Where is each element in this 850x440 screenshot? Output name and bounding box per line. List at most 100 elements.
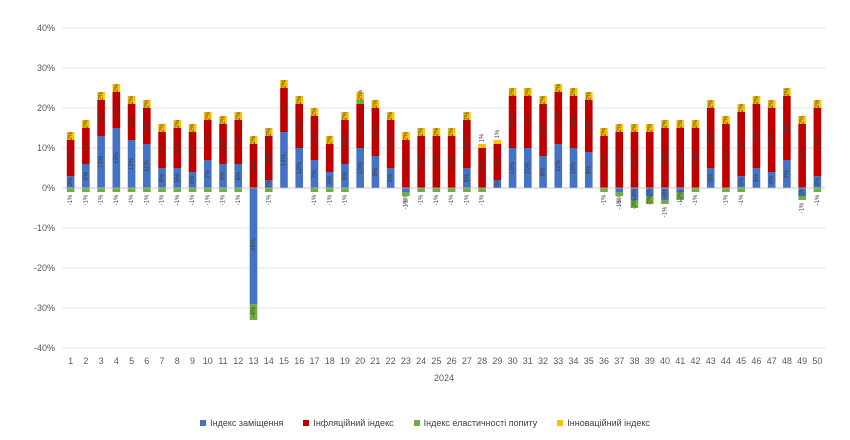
bar-segment: [478, 144, 486, 148]
x-tick-label: 31: [523, 356, 533, 366]
bar-segment: [706, 108, 715, 168]
data-label: 1%: [495, 129, 501, 138]
bar-segment: [615, 124, 624, 132]
legend-label: Інноваційний індекс: [567, 418, 650, 428]
bar-segment: [112, 188, 121, 192]
data-label: 2%: [800, 115, 806, 124]
bar-segment: [569, 88, 578, 96]
bar-segment: [752, 96, 761, 104]
bar-segment: [219, 188, 227, 192]
data-label: 13%: [434, 155, 440, 168]
data-label: 6%: [83, 171, 89, 180]
bar-segment: [280, 88, 288, 132]
data-label: 2%: [68, 131, 74, 140]
data-label: -1%: [144, 194, 150, 205]
bar-segment: [813, 100, 822, 108]
bar-segment: [447, 188, 456, 192]
bar-segment: [280, 132, 288, 188]
data-label: 15%: [678, 151, 684, 164]
data-label: 2%: [190, 123, 196, 132]
bar-segment: [82, 128, 90, 164]
x-tick-label: 50: [812, 356, 822, 366]
bar-segment: [219, 116, 227, 124]
bar-segment: [66, 140, 75, 176]
y-tick-label: 30%: [37, 63, 55, 73]
data-label: 12%: [403, 157, 409, 170]
bar-segment: [249, 136, 258, 144]
x-tick-label: 24: [416, 356, 426, 366]
bar-segment: [402, 140, 410, 188]
bar-segment: [127, 96, 136, 104]
bar-segment: [600, 128, 608, 136]
data-label: 2%: [602, 127, 608, 136]
bar-segment: [524, 148, 532, 188]
data-label: 2%: [769, 99, 775, 108]
data-label: -1%: [403, 194, 409, 205]
bar-segment: [584, 92, 593, 100]
bar-segment: [463, 120, 471, 168]
bar-segment: [173, 168, 182, 188]
data-label: -1%: [160, 194, 166, 205]
data-label: 17%: [815, 135, 821, 148]
bar-segment: [524, 88, 532, 96]
data-label: 16%: [739, 137, 745, 150]
bar-segment: [234, 112, 243, 120]
data-label: 14%: [617, 153, 623, 166]
data-label: 10%: [358, 161, 364, 174]
data-label: -1%: [205, 194, 211, 205]
bar-segment: [371, 156, 380, 188]
bar-segment: [371, 100, 380, 108]
data-label: 14%: [647, 153, 653, 166]
data-label: -3%: [663, 188, 669, 199]
data-label: 11%: [343, 136, 349, 148]
data-label: -1%: [449, 194, 455, 205]
data-label: 2%: [419, 127, 425, 136]
data-label: 2%: [251, 135, 257, 144]
data-label: -3%: [632, 188, 638, 199]
bar-segment: [432, 128, 441, 136]
bar-segment: [310, 160, 319, 188]
data-label: 5%: [388, 173, 394, 182]
x-tick-label: 5: [129, 356, 134, 366]
x-axis-ticks: 1 2 3 4 5 6 7 8 9 10 11 12 13 14 15 16 17 18 19 20 21 22 23 24 2…: [68, 356, 822, 366]
data-label: 2%: [754, 95, 760, 104]
bar-segment: [706, 100, 715, 108]
data-label: 15%: [693, 151, 699, 164]
bar-segment: [767, 100, 776, 108]
x-tick-label: 11: [218, 356, 227, 366]
bar-segment: [417, 188, 425, 192]
legend-entry: Інфляційний індекс: [303, 418, 394, 428]
bar-segment: [203, 160, 212, 188]
bar-segment: [615, 192, 624, 196]
bar-segment: [645, 188, 654, 196]
bar-segment: [630, 132, 639, 188]
data-label: 11%: [144, 160, 150, 172]
bar-segment: [341, 164, 349, 188]
bar-segment: [676, 192, 685, 200]
bar-segment: [691, 120, 700, 128]
bar-segment: [752, 168, 761, 188]
bar-segment: [783, 88, 791, 96]
data-label: 2%: [739, 103, 745, 112]
bar-segment: [661, 120, 669, 128]
data-label: -1%: [266, 194, 272, 205]
data-label: 2%: [358, 91, 364, 100]
data-label: 11%: [251, 160, 257, 172]
data-label: 12%: [464, 137, 470, 150]
y-tick-label: -30%: [34, 303, 55, 313]
x-tick-label: 10: [203, 356, 213, 366]
data-label: 5%: [175, 173, 181, 182]
bar-segment: [143, 108, 151, 144]
data-label: 9%: [495, 157, 501, 166]
bar-segment: [219, 164, 227, 188]
bar-segment: [234, 120, 243, 164]
x-tick-label: 4: [114, 356, 119, 366]
data-label: 6%: [236, 171, 242, 180]
data-label: 2%: [647, 123, 653, 132]
data-label: 12%: [129, 157, 135, 170]
data-label: 4%: [190, 175, 196, 184]
bar-segment: [630, 188, 639, 200]
bar-segment: [783, 96, 791, 160]
bar-segment: [280, 80, 288, 88]
data-label: 2%: [205, 111, 211, 120]
